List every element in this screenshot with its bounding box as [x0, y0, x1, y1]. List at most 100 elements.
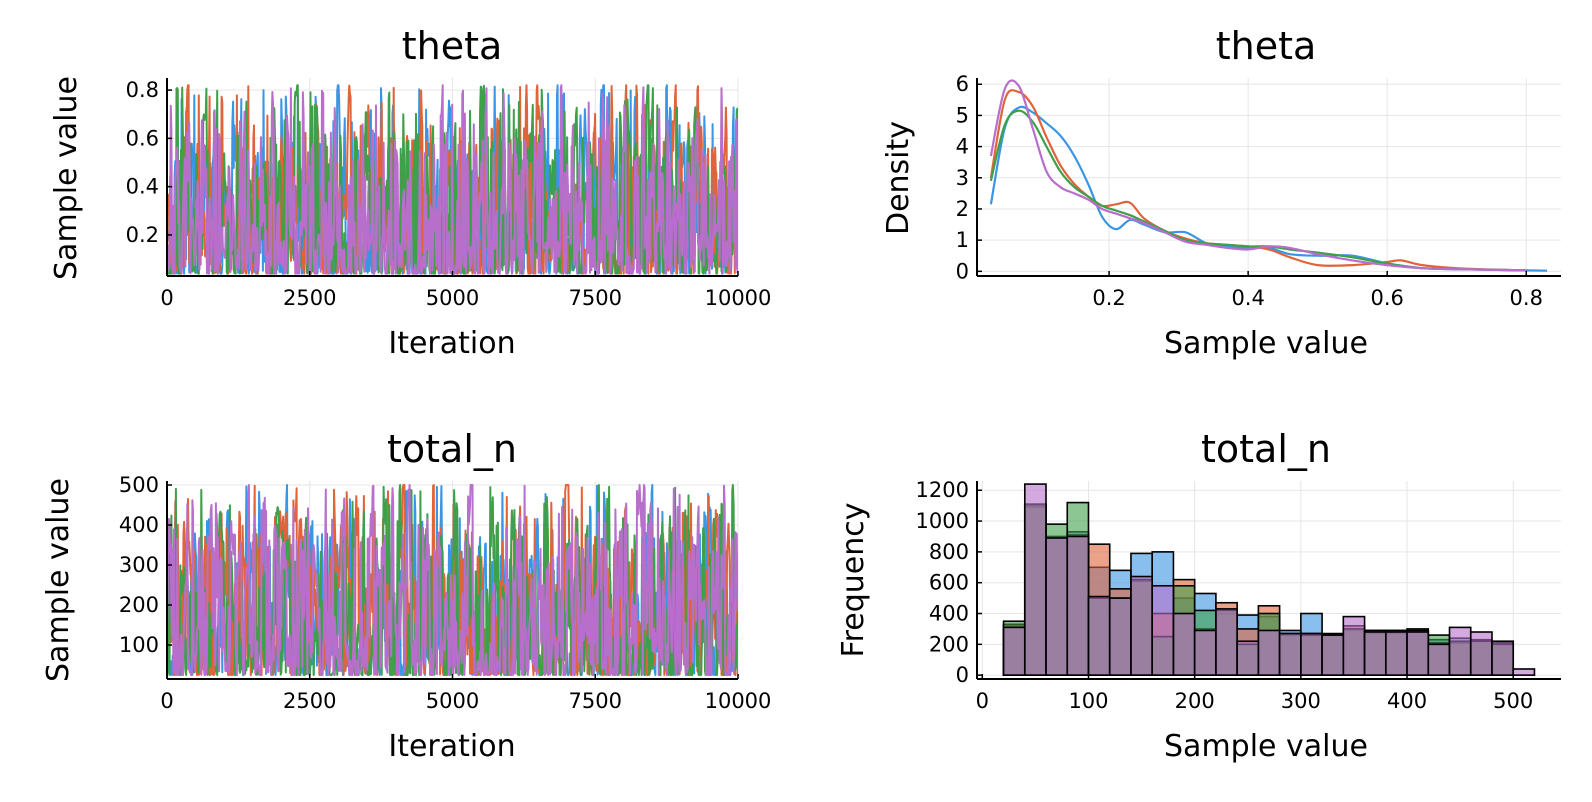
total-n-histogram-series-4-bar-22	[1469, 631, 1493, 676]
theta-density-ytick-label-4: 4	[956, 135, 969, 159]
total-n-histogram-xtick-label-3: 300	[1281, 689, 1321, 713]
total-n-histogram-series-4-bar-7	[1151, 584, 1175, 676]
theta-density-xtick-label-2: 0.6	[1370, 286, 1403, 310]
theta-density-panel: theta Sample value Density 0.2 0.4 0.6 0.80…	[881, 24, 1561, 361]
total-n-trace-ytick-label-4: 500	[119, 473, 159, 497]
theta-trace-xtick-label-4: 10000	[705, 286, 772, 310]
total-n-histogram-series-4-bar-24	[1512, 668, 1536, 676]
theta-density-ytick-label-6: 6	[956, 72, 969, 96]
total-n-histogram-xtick-label-5: 500	[1493, 689, 1533, 713]
total-n-histogram-ticks: 0 100 200 300 400 500 0 200 400 600 800 1000 1200	[916, 478, 1534, 713]
theta-trace-panel: theta Iteration Sample value 0 2500 5000 75…	[49, 24, 771, 361]
total-n-histogram-ytick-label-6: 1200	[916, 478, 969, 502]
theta-density-xlabel: Sample value	[1164, 326, 1368, 361]
theta-density-title: theta	[1216, 24, 1317, 68]
total-n-histogram-series-4-bar-21	[1448, 626, 1472, 676]
total-n-histogram-ytick-label-0: 0	[956, 663, 969, 687]
theta-trace-ytick-label-2: 0.6	[126, 126, 159, 150]
theta-density-xtick-label-0: 0.2	[1092, 286, 1125, 310]
total-n-trace-xtick-label-0: 0	[160, 689, 173, 713]
theta-density-ytick-label-1: 1	[956, 228, 969, 252]
theta-density-axes	[976, 78, 1561, 277]
total-n-trace-ytick-label-3: 400	[119, 513, 159, 537]
total-n-histogram-xlabel: Sample value	[1164, 729, 1368, 764]
theta-density-series-group	[989, 79, 1548, 272]
total-n-trace-xtick-label-4: 10000	[705, 689, 772, 713]
total-n-histogram-xtick-label-1: 100	[1068, 689, 1108, 713]
total-n-trace-ylabel: Sample value	[41, 478, 76, 682]
total-n-histogram-series-4-bar-14	[1300, 632, 1323, 676]
total-n-histogram-series-4-bar-5	[1108, 597, 1132, 676]
total-n-histogram-ytick-label-1: 200	[929, 632, 969, 656]
total-n-histogram-series-4-bar-2	[1045, 537, 1069, 676]
theta-trace-ytick-label-1: 0.4	[126, 175, 159, 199]
total-n-histogram-series-group	[1002, 483, 1536, 676]
total-n-histogram-ytick-label-2: 400	[929, 602, 969, 626]
total-n-histogram-series-4-bar-18	[1385, 631, 1408, 676]
total-n-histogram-series-4-bar-12	[1257, 629, 1281, 676]
total-n-histogram-series-4-bar-9	[1193, 629, 1217, 676]
theta-density-series-3-line	[989, 109, 1527, 272]
theta-trace-ytick-label-0: 0.2	[126, 223, 159, 247]
theta-density-series-2-line	[989, 89, 1527, 272]
total-n-histogram-ytick-label-3: 600	[929, 571, 969, 595]
theta-trace-ytick-label-3: 0.8	[126, 78, 159, 102]
total-n-histogram-series-4-bar-1	[1023, 483, 1047, 676]
total-n-histogram-series-4-bar-23	[1491, 640, 1515, 676]
theta-density-xtick-label-1: 0.4	[1231, 286, 1264, 310]
theta-trace-title: theta	[402, 24, 503, 68]
theta-density-ytick-label-5: 5	[956, 103, 969, 127]
total-n-histogram-series-4-bar-4	[1087, 595, 1111, 676]
theta-trace-xtick-label-3: 7500	[569, 286, 622, 310]
theta-density-series-4-line	[989, 79, 1527, 272]
theta-trace-xlabel: Iteration	[388, 326, 515, 361]
total-n-histogram-series-4-bar-17	[1363, 631, 1387, 676]
total-n-histogram-xtick-label-4: 400	[1387, 689, 1427, 713]
total-n-trace-panel: total_n Iteration Sample value 0 2500 5000…	[41, 427, 771, 764]
total-n-histogram-ytick-label-4: 800	[929, 540, 969, 564]
total-n-trace-ytick-label-2: 300	[119, 553, 159, 577]
total-n-histogram-series-4-bar-8	[1172, 612, 1196, 676]
total-n-histogram-series-4-bar-19	[1406, 631, 1430, 676]
total-n-trace-series-group	[167, 484, 738, 676]
total-n-histogram-series-4-bar-16	[1342, 615, 1366, 676]
total-n-histogram-series-4-bar-20	[1427, 643, 1451, 676]
theta-density-xtick-label-3: 0.8	[1510, 286, 1543, 310]
theta-density-ytick-label-3: 3	[956, 166, 969, 190]
theta-trace-xtick-label-1: 2500	[283, 286, 336, 310]
total-n-histogram-series-4-bar-13	[1278, 632, 1302, 676]
theta-density-ytick-label-0: 0	[956, 259, 969, 283]
total-n-histogram-series-4-bar-10	[1215, 608, 1238, 676]
total-n-trace-xlabel: Iteration	[388, 729, 515, 764]
theta-density-grid	[977, 78, 1561, 276]
total-n-trace-xtick-label-3: 7500	[569, 689, 622, 713]
total-n-trace-xtick-label-1: 2500	[283, 689, 336, 713]
total-n-histogram-ytick-label-5: 1000	[916, 509, 969, 533]
theta-trace-ticks: 0 2500 5000 7500 10000 0.2 0.4 0.6 0.8	[126, 78, 772, 310]
theta-trace-series-4-line	[167, 84, 738, 275]
total-n-histogram-xtick-label-0: 0	[976, 689, 989, 713]
theta-trace-ylabel: Sample value	[49, 76, 84, 280]
total-n-histogram-xtick-label-2: 200	[1175, 689, 1215, 713]
theta-trace-xtick-label-2: 5000	[426, 286, 479, 310]
total-n-trace-series-4-line	[167, 484, 738, 676]
total-n-histogram-panel: total_n Sample value Frequency 0 100 200 30…	[836, 427, 1561, 764]
total-n-histogram-ylabel: Frequency	[836, 503, 871, 658]
total-n-histogram-series-4-bar-3	[1066, 535, 1090, 676]
theta-density-ticks: 0.2 0.4 0.6 0.8 0 1 2 3 4 5 6	[956, 72, 1543, 310]
theta-density-ytick-label-2: 2	[956, 197, 969, 221]
total-n-trace-xtick-label-2: 5000	[426, 689, 479, 713]
total-n-trace-title: total_n	[387, 427, 517, 471]
theta-trace-series-group	[167, 84, 738, 275]
total-n-histogram-series-4-bar-6	[1130, 575, 1153, 676]
total-n-trace-ticks: 0 2500 5000 7500 10000 100 200 300 400 500	[119, 473, 772, 713]
total-n-histogram-title: total_n	[1201, 427, 1331, 471]
total-n-histogram-series-4-bar-15	[1321, 634, 1345, 676]
total-n-histogram-series-4-bar-0	[1002, 626, 1026, 676]
total-n-trace-ytick-label-0: 100	[119, 633, 159, 657]
theta-density-ylabel: Density	[881, 121, 916, 235]
total-n-histogram-axes	[976, 481, 1561, 680]
total-n-histogram-series-4-bar-11	[1236, 640, 1260, 676]
total-n-trace-ytick-label-1: 200	[119, 593, 159, 617]
